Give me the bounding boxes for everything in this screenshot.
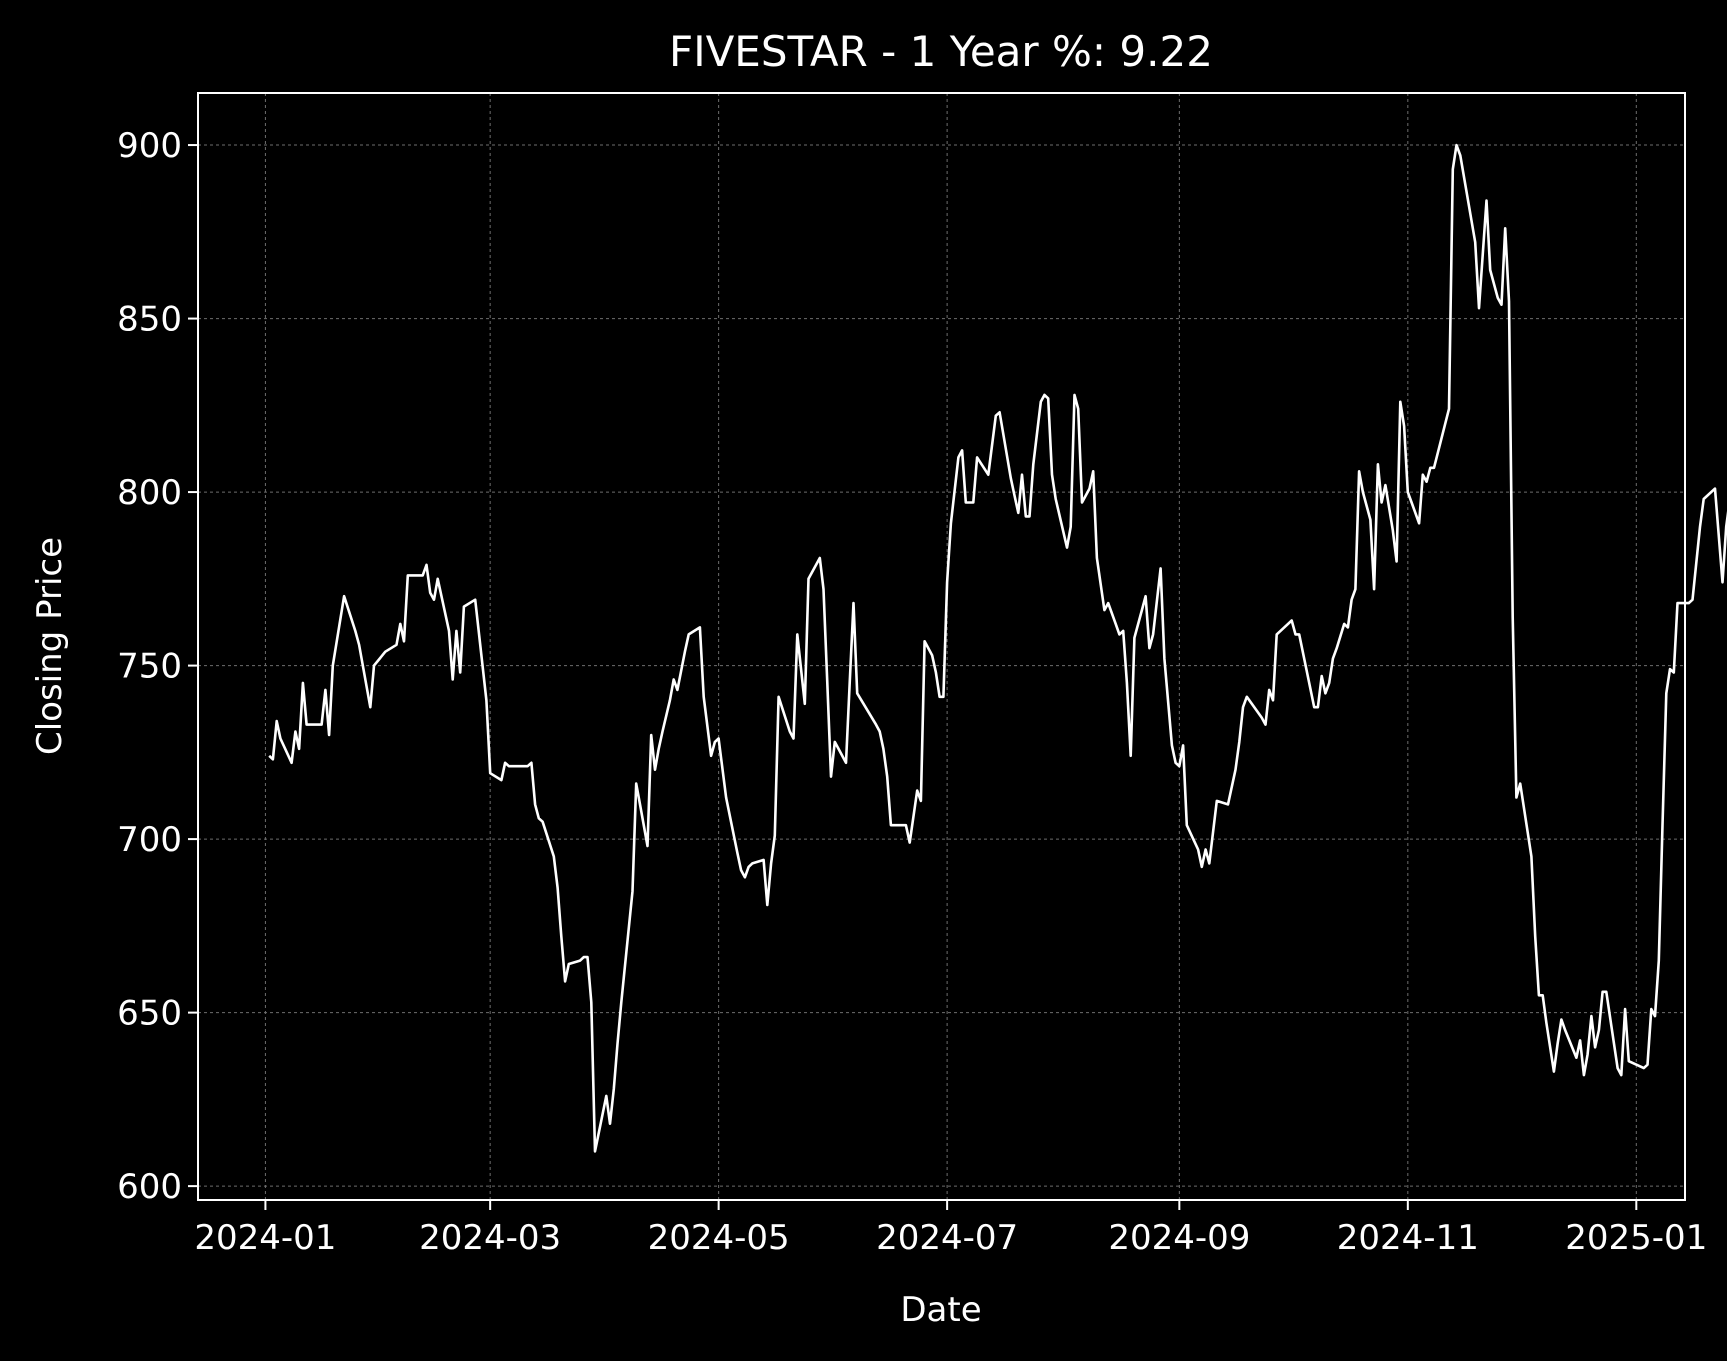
series-group [268,143,1727,1153]
x-tick-label: 2024-11 [1337,1218,1479,1258]
grid [198,93,1685,1200]
y-tick-label: 750 [117,647,182,687]
x-axis-ticks: 2024-01 2024-03 2024-05 2024-07 2024-09 2024-… [194,1200,1707,1258]
x-tick-label: 2024-07 [876,1218,1018,1258]
y-axis-label: Closing Price [30,537,70,755]
x-tick-label: 2024-09 [1108,1218,1250,1258]
x-tick-label: 2024-05 [648,1218,790,1258]
y-tick-label: 650 [117,994,182,1034]
x-tick-label: 2025-01 [1565,1218,1707,1258]
y-tick-label: 700 [117,820,182,860]
y-tick-label: 900 [117,126,182,166]
x-tick-label: 2024-01 [194,1218,336,1258]
y-tick-label: 600 [117,1167,182,1207]
y-tick-label: 800 [117,473,182,513]
y-tick-label: 850 [117,300,182,340]
plot-frame [197,92,1686,1201]
x-tick-label: 2024-03 [419,1218,561,1258]
series-line-close [268,143,1727,1153]
y-axis-ticks: 600 650 700 750 800 850 900 [117,126,198,1207]
chart-title: FIVESTAR - 1 Year %: 9.22 [669,27,1213,76]
x-axis-label: Date [900,1290,981,1330]
